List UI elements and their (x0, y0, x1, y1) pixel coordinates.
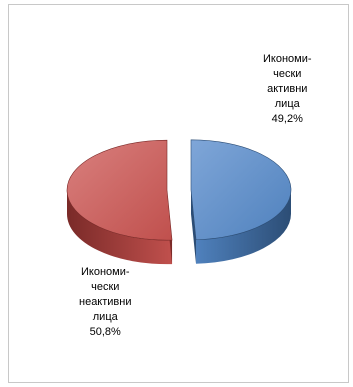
pie-slice-active (190, 139, 292, 264)
pie-slice-inactive-top (66, 139, 173, 241)
pie-slice-inactive-side (67, 190, 173, 265)
slice-label-inactive-line-4: лица (92, 311, 118, 323)
slice-value-inactive: 50,8% (89, 326, 121, 338)
pie-slice-active-top (190, 139, 292, 241)
slice-label-active-line-3: активни (267, 83, 308, 95)
pie-slice-active-side (196, 189, 291, 264)
slice-label-inactive-line-1: Икономи- (80, 266, 130, 278)
slice-label-inactive: Икономи- чески неактивни лица 50,8% (79, 265, 132, 340)
slice-label-active-line-2: чески (273, 68, 302, 80)
pie-slice-active-edge (190, 189, 197, 264)
slice-label-active: Икономи- чески активни лица 49,2% (263, 52, 312, 127)
pie-chart (66, 139, 292, 265)
pie-slice-inactive (66, 139, 173, 265)
chart-frame: Икономи- чески активни лица 49,2% Иконом… (8, 4, 349, 383)
slice-value-active: 49,2% (271, 113, 303, 125)
slice-label-inactive-line-3: неактивни (79, 296, 132, 308)
slice-label-active-line-4: лица (274, 98, 300, 110)
slice-label-active-line-1: Икономи- (263, 53, 312, 65)
slice-label-inactive-line-2: чески (91, 281, 120, 293)
